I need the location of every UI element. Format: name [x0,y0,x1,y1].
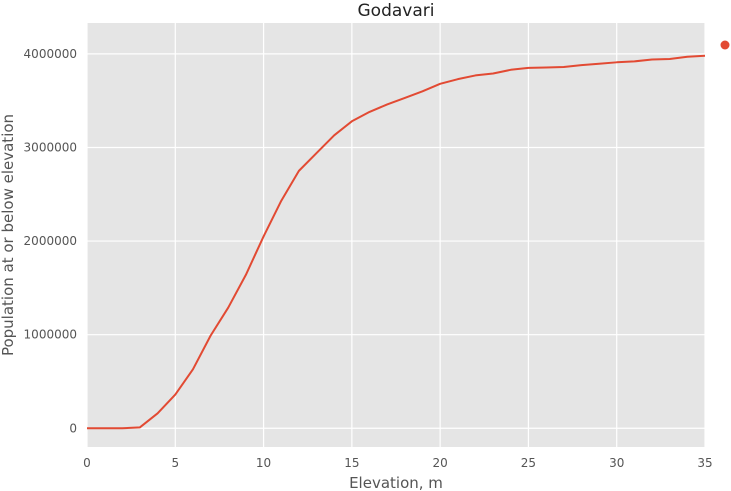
y-tick-label: 3000000 [24,140,77,154]
x-tick-label: 15 [344,456,359,470]
chart-title: Godavari [358,1,435,21]
series-layer [87,54,706,430]
x-tick-label: 25 [521,456,536,470]
plot-area [87,23,705,447]
y-tick-label: 1000000 [24,328,77,342]
tick-labels: 0 5 10 15 20 25 30 35 0 1000000 2000000 3000000 4000… [24,47,713,470]
x-tick-label: 5 [171,456,179,470]
y-axis-label: Population at or below elevation [0,114,17,356]
x-axis-label: Elevation, m [349,474,443,491]
legend-marker [720,40,730,50]
y-tick-label: 2000000 [24,234,77,248]
x-tick-label: 30 [609,456,624,470]
y-tick-label: 0 [69,421,77,435]
x-tick-label: 20 [433,456,448,470]
x-tick-label: 10 [256,456,271,470]
series-line [87,54,706,430]
y-tick-label: 4000000 [24,47,77,61]
x-tick-label: 0 [83,456,91,470]
grid [86,23,706,447]
x-tick-label: 35 [697,456,712,470]
